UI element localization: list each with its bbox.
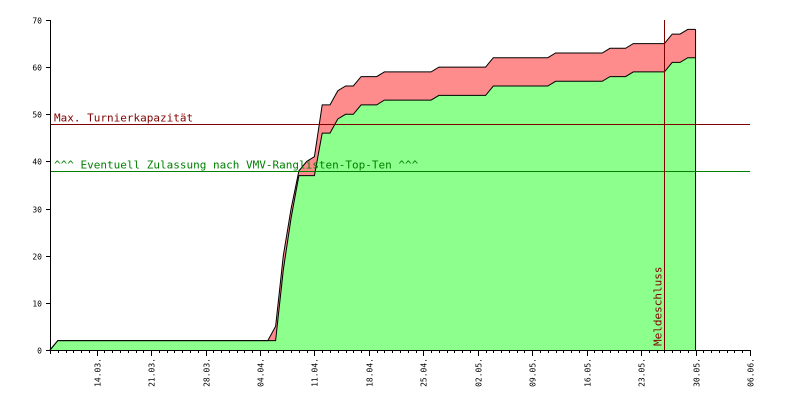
- y-tick-label: 70: [32, 17, 42, 26]
- deadline-label: Meldeschluss: [652, 267, 665, 346]
- y-tick-label: 10: [32, 300, 42, 309]
- axes: 0 10 20 30 40 50 60 70 14.03. 21.03. 28.03. 04.04. 1…: [32, 17, 755, 387]
- x-tick-label: 16.05.: [584, 358, 593, 387]
- area-layer: [50, 29, 696, 351]
- annotation-labels: Max. Turnierkapazität ^^^ Eventuell Zulas…: [54, 112, 665, 347]
- y-tick-label: 0: [37, 347, 42, 356]
- outline-layer: [49, 28, 697, 351]
- lower-series-area: [50, 57, 696, 350]
- x-tick-label: 18.04.: [366, 358, 375, 387]
- y-tick-label: 50: [32, 111, 42, 120]
- y-tick-label: 60: [32, 64, 42, 73]
- capacity-label: Max. Turnierkapazität: [54, 112, 193, 125]
- x-tick-label: 09.05.: [529, 358, 538, 387]
- x-tick-label: 25.04.: [420, 358, 429, 387]
- x-tick-label: 30.05.: [693, 358, 702, 387]
- y-tick-label: 20: [32, 253, 42, 262]
- ranking-label: ^^^ Eventuell Zulassung nach VMV-Ranglis…: [54, 159, 419, 172]
- upper-series-line: [49, 28, 696, 351]
- x-tick-label: 23.05.: [638, 358, 647, 387]
- y-tick-label: 40: [32, 158, 42, 167]
- x-tick-label: 04.04.: [257, 358, 266, 387]
- x-tick-label: 11.04.: [311, 358, 320, 387]
- x-tick-label: 28.03.: [203, 358, 212, 387]
- x-tick-label: 14.03.: [94, 358, 103, 387]
- x-tick-label: 21.03.: [148, 358, 157, 387]
- x-tick-label: 06.06.: [747, 358, 756, 387]
- reference-lines: [50, 20, 750, 350]
- lower-series-line: [49, 57, 696, 351]
- x-tick-label: 02.05.: [475, 358, 484, 387]
- y-tick-label: 30: [32, 206, 42, 215]
